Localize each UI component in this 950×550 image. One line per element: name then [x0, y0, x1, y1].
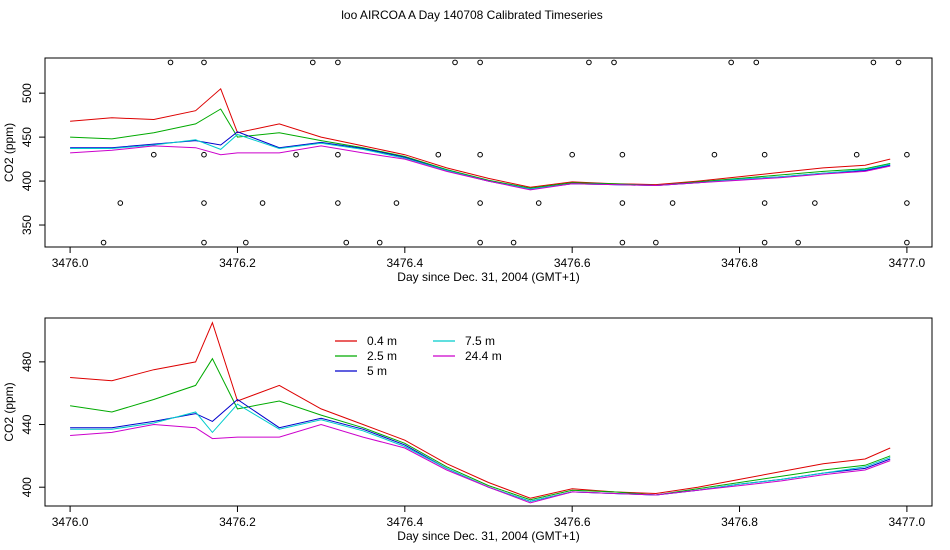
marker-point — [335, 151, 341, 158]
marker-point — [761, 151, 768, 158]
marker-point — [100, 239, 107, 246]
marker-point — [477, 59, 483, 66]
marker-point — [309, 59, 316, 66]
marker-point — [761, 239, 768, 246]
marker-point — [243, 239, 249, 246]
marker-point — [335, 59, 341, 66]
figure-title: loo AIRCOA A Day 140708 Calibrated Times… — [341, 8, 602, 22]
marker-point — [761, 200, 768, 206]
series-line-7-5-m — [70, 133, 891, 190]
marker-point — [728, 59, 734, 66]
legend-label: 24.4 m — [465, 349, 502, 363]
legend-label: 5 m — [367, 364, 387, 378]
marker-point — [586, 59, 592, 66]
x-tick-label: 3476.4 — [386, 515, 423, 529]
marker-point — [452, 59, 458, 66]
marker-point — [795, 239, 801, 246]
x-tick-label: 3477.0 — [889, 515, 926, 529]
marker-point — [753, 59, 760, 66]
marker-point — [259, 200, 266, 206]
marker-point — [569, 151, 575, 158]
y-tick-label: 500 — [20, 83, 34, 103]
series-line-0-4-m — [70, 321, 891, 499]
x-tick-label: 3476.2 — [219, 515, 256, 529]
x-axis-label: Day since Dec. 31, 2004 (GMT+1) — [397, 270, 579, 284]
series-line-2-5-m — [70, 357, 891, 501]
marker-point — [201, 151, 207, 158]
legend-label: 7.5 m — [465, 334, 495, 348]
x-tick-label: 3476.6 — [554, 515, 591, 529]
y-tick-label: 480 — [20, 352, 34, 372]
marker-point — [535, 200, 542, 206]
marker-point — [343, 239, 350, 246]
series-line-24-4-m — [70, 145, 891, 191]
y-tick-label: 400 — [20, 171, 34, 191]
y-tick-label: 450 — [20, 127, 34, 147]
y-tick-label: 400 — [20, 477, 34, 497]
marker-point — [870, 59, 877, 66]
bottom-chart: 3476.0 3476.2 3476.4 3476.6 3476.8 3477.0 400 4… — [2, 317, 933, 543]
y-tick-label: 440 — [20, 414, 34, 434]
marker-point — [201, 239, 207, 246]
marker-point — [895, 59, 902, 66]
marker-point — [619, 200, 626, 206]
marker-point — [167, 59, 174, 66]
marker-point — [293, 151, 299, 158]
marker-point — [150, 151, 157, 158]
marker-point — [335, 200, 341, 206]
legend-label: 0.4 m — [367, 334, 397, 348]
marker-point — [711, 151, 718, 158]
y-tick-label: 350 — [20, 215, 34, 235]
x-axis-label: Day since Dec. 31, 2004 (GMT+1) — [397, 529, 579, 543]
marker-point — [435, 151, 442, 158]
marker-point — [393, 200, 400, 206]
y-axis-label: CO2 (ppm) — [2, 382, 16, 441]
marker-point — [477, 239, 483, 246]
x-tick-label: 3476.8 — [721, 515, 758, 529]
series-line-2-5-m — [70, 108, 891, 189]
marker-point — [376, 239, 383, 246]
marker-point — [619, 151, 626, 158]
marker-point — [201, 59, 207, 66]
marker-point — [853, 151, 860, 158]
x-tick-label: 3476.0 — [52, 515, 89, 529]
x-tick-label: 3477.0 — [889, 256, 926, 270]
marker-point — [653, 239, 659, 246]
marker-point — [904, 239, 910, 246]
x-tick-label: 3476.6 — [554, 256, 591, 270]
marker-point — [510, 239, 517, 246]
plot-frame — [44, 317, 933, 507]
plot-frame — [44, 57, 933, 248]
y-axis-label: CO2 (ppm) — [2, 123, 16, 182]
series-line-24-4-m — [70, 423, 891, 504]
x-tick-label: 3476.8 — [721, 256, 758, 270]
marker-point — [477, 200, 483, 206]
marker-point — [812, 200, 818, 206]
x-tick-label: 3476.2 — [219, 256, 256, 270]
legend-label: 2.5 m — [367, 349, 397, 363]
marker-point — [669, 200, 676, 206]
marker-point — [477, 151, 483, 158]
x-tick-label: 3476.0 — [52, 256, 89, 270]
x-tick-label: 3476.4 — [386, 256, 423, 270]
series-line-7-5-m — [70, 403, 891, 502]
marker-point — [201, 200, 207, 206]
marker-point — [904, 151, 910, 158]
marker-point — [619, 239, 626, 246]
series-line-0-4-m — [70, 87, 891, 188]
marker-point — [117, 200, 124, 206]
marker-point — [904, 200, 910, 206]
top-chart: 3476.0 3476.2 3476.4 3476.6 3476.8 3477.0 350 4… — [2, 57, 933, 284]
marker-point — [611, 59, 617, 66]
series-line-5-m — [70, 398, 891, 502]
